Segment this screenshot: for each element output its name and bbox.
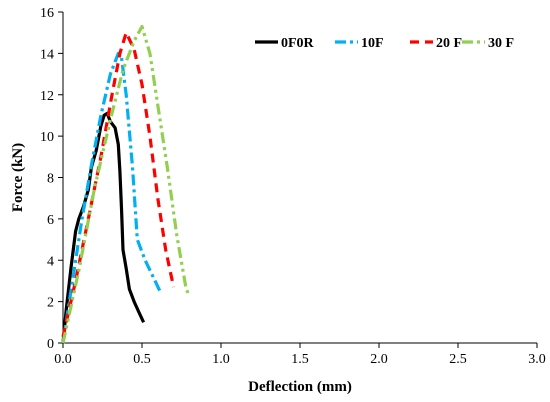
y-tick-label: 4 [47,254,54,269]
y-tick-label: 16 [40,6,54,21]
legend-label: 0F0R [281,36,315,51]
y-tick-label: 14 [40,47,54,62]
y-tick-label: 6 [47,213,54,228]
x-tick-label: 3.0 [528,352,546,367]
x-tick-label: 2.0 [370,352,388,367]
x-tick-label: 2.5 [449,352,467,367]
series-line-2 [61,31,176,338]
x-tick-label: 1.0 [212,352,230,367]
x-axis-title: Deflection (mm) [248,379,352,395]
y-tick-label: 8 [47,172,54,187]
x-ticks: 0.0 0.5 1.0 1.5 2.0 2.5 3.0 [54,343,546,367]
y-axis-title: Force (kN) [10,143,26,212]
x-tick-label: 1.5 [291,352,309,367]
y-tick-label: 10 [40,130,54,145]
series-line-3 [61,24,191,344]
series-line-1 [61,51,163,344]
legend-label: 20 F [436,36,462,51]
x-tick-label: 0.5 [133,352,151,367]
y-ticks: 0 2 4 6 8 10 12 14 16 [40,6,63,352]
legend-label: 10F [361,36,384,51]
y-tick-label: 12 [40,89,54,104]
legend-label: 30 F [488,36,514,51]
chart-legend: 0F0R 10F 20 F 30 F [255,36,514,51]
y-tick-label: 0 [47,337,54,352]
chart-axes: 0.0 0.5 1.0 1.5 2.0 2.5 3.0 0 2 4 6 8 10 12 14 16 [40,6,546,367]
y-tick-label: 2 [47,296,54,311]
plot-area [61,24,191,344]
x-tick-label: 0.0 [54,352,72,367]
